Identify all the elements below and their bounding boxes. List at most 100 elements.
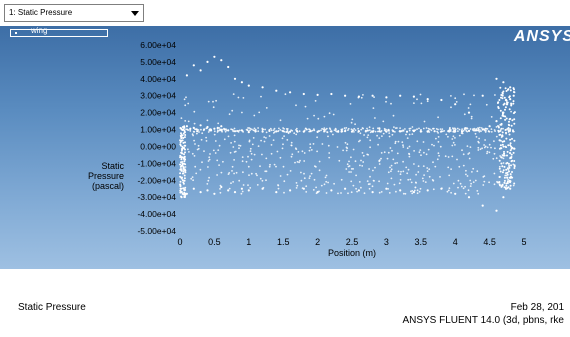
- data-point: [218, 127, 221, 129]
- data-point: [508, 179, 511, 182]
- data-point: [507, 162, 510, 165]
- data-point: [357, 96, 360, 99]
- data-point: [503, 186, 506, 189]
- data-point: [474, 132, 477, 135]
- data-point: [385, 100, 387, 103]
- data-point: [256, 174, 258, 177]
- data-point: [406, 172, 409, 175]
- data-point: [450, 95, 452, 97]
- data-point: [513, 118, 516, 121]
- data-point: [245, 160, 248, 163]
- data-point: [340, 129, 343, 131]
- data-point: [499, 123, 502, 126]
- data-point: [485, 103, 488, 106]
- data-point: [318, 190, 320, 193]
- data-point: [454, 192, 457, 195]
- data-point: [239, 144, 242, 147]
- data-point: [283, 180, 286, 183]
- toolbar: 1: Static Pressure: [0, 0, 570, 26]
- data-point: [503, 150, 505, 153]
- data-point: [213, 55, 216, 58]
- data-point: [180, 148, 183, 150]
- graphics-window[interactable]: wing ANSYS Static Pressure (pascal) 6.00…: [0, 26, 570, 269]
- data-point: [478, 130, 481, 133]
- data-point: [195, 172, 198, 175]
- data-point: [301, 150, 304, 153]
- data-point: [348, 171, 350, 173]
- data-point: [399, 127, 401, 129]
- data-point: [315, 166, 317, 168]
- data-point: [249, 129, 251, 132]
- data-point: [437, 152, 440, 155]
- data-point: [205, 136, 208, 139]
- data-point: [313, 178, 316, 181]
- data-point: [464, 192, 467, 195]
- data-point: [505, 98, 508, 101]
- y-tick-label: 0.00e+00: [140, 141, 176, 151]
- data-point: [296, 161, 299, 163]
- data-point: [180, 196, 183, 199]
- data-point: [433, 127, 435, 130]
- data-point: [181, 156, 184, 159]
- display-select[interactable]: 1: Static Pressure: [4, 4, 144, 22]
- data-point: [295, 104, 297, 107]
- data-point: [298, 130, 301, 133]
- data-point: [283, 130, 286, 133]
- data-point: [273, 131, 276, 133]
- data-point: [378, 128, 381, 131]
- data-point: [360, 96, 363, 99]
- data-point: [290, 144, 293, 147]
- data-point: [199, 191, 202, 194]
- data-point: [500, 162, 503, 165]
- data-point: [213, 133, 216, 136]
- data-point: [257, 145, 260, 147]
- data-point: [369, 131, 372, 134]
- data-point: [183, 126, 186, 129]
- data-point: [451, 138, 454, 140]
- y-tick-label: -3.00e+04: [137, 192, 176, 202]
- data-point: [277, 184, 279, 186]
- data-point: [281, 129, 284, 132]
- data-point: [184, 120, 187, 122]
- data-point: [187, 120, 190, 123]
- data-point: [348, 160, 350, 163]
- data-point: [295, 127, 298, 130]
- data-point: [286, 139, 289, 141]
- chevron-down-icon[interactable]: [131, 11, 139, 16]
- data-point: [223, 138, 226, 141]
- data-point: [253, 129, 256, 132]
- data-point: [510, 156, 512, 159]
- data-point: [480, 130, 482, 133]
- data-point: [325, 174, 328, 177]
- data-point: [512, 151, 515, 154]
- display-select-label: 1: Static Pressure: [9, 8, 73, 17]
- data-point: [357, 189, 360, 192]
- data-point: [506, 180, 509, 183]
- data-point: [227, 129, 230, 132]
- data-point: [424, 181, 427, 184]
- data-point: [512, 129, 514, 132]
- data-point: [474, 179, 477, 182]
- data-point: [444, 155, 447, 158]
- data-point: [511, 146, 514, 149]
- data-point: [207, 131, 210, 133]
- data-point: [421, 177, 424, 180]
- data-point: [502, 162, 505, 164]
- x-tick-label: 1: [246, 237, 251, 247]
- data-point: [505, 174, 508, 177]
- data-point: [273, 163, 276, 166]
- data-point: [229, 151, 232, 154]
- data-point: [185, 74, 188, 77]
- data-point: [281, 137, 284, 140]
- data-point: [377, 130, 379, 133]
- data-point: [513, 164, 516, 167]
- data-point: [510, 153, 513, 156]
- data-point: [321, 143, 324, 145]
- data-point: [509, 176, 512, 179]
- data-point: [426, 170, 429, 173]
- status-field-label: Static Pressure: [18, 302, 86, 313]
- data-point: [466, 175, 469, 177]
- data-point: [402, 146, 405, 148]
- data-point: [499, 155, 501, 157]
- data-point: [392, 158, 395, 161]
